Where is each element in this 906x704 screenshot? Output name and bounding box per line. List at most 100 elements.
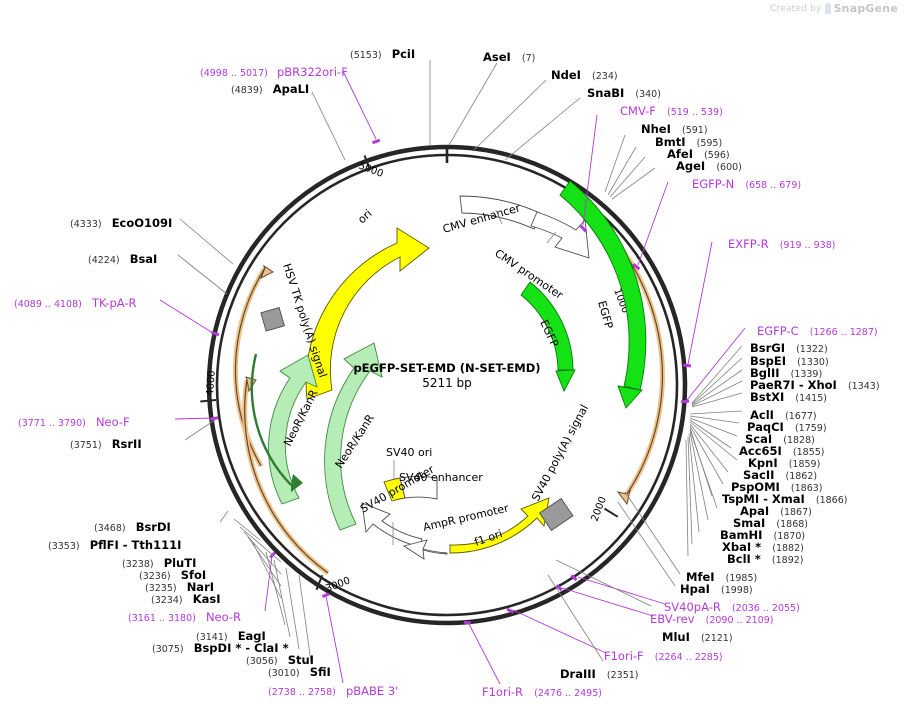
label-name: EXFP-R [728, 237, 769, 251]
feature-neor-cds-arc [250, 353, 303, 492]
label-pos: (4839) [231, 85, 263, 96]
label-name: AgeI [676, 159, 706, 173]
label-ecoo109i[interactable]: (4333) EcoO109I [70, 212, 172, 231]
label-pos: (519 .. 539) [667, 107, 723, 118]
tick-2000: 2000 [590, 495, 619, 523]
feature-egfp-outer[interactable]: EGFP [559, 180, 647, 409]
label-pos: (1862) [785, 471, 818, 482]
label-name: BstXI [750, 390, 785, 404]
label-tspmi-xmai[interactable]: TspMI - XmaI (1866) [722, 488, 847, 507]
label-name: F1ori-R [482, 685, 524, 699]
label-name: NdeI [551, 68, 581, 82]
label-pspomi[interactable]: PspOMI (1863) [731, 476, 823, 495]
label-name: MluI [662, 630, 690, 644]
label-bspei[interactable]: BspEI (1330) [750, 350, 829, 369]
label-sv40pa-r[interactable]: SV40pA-R (2036 .. 2055) [664, 596, 800, 615]
label-pluti[interactable]: (3238) PluTI [122, 552, 196, 571]
label-name: BsrDI [135, 520, 171, 534]
label-snabi[interactable]: SnaBI (340) [587, 82, 661, 101]
watermark-prefix: Created by [770, 3, 822, 14]
label-nari[interactable]: (3235) NarI [145, 576, 214, 595]
label-paer7i-xhoi[interactable]: PaeR7I - XhoI (1343) [750, 374, 880, 393]
label-pbr322ori-f[interactable]: (4998 .. 5017) pBR322ori-F [200, 61, 348, 80]
label-apai[interactable]: ApaI (1867) [740, 500, 812, 519]
label-name: Neo-R [205, 610, 242, 624]
label-paqci[interactable]: PaqCI (1759) [747, 416, 827, 435]
label-pbabe3[interactable]: (2738 .. 2758) pBABE 3' [268, 680, 398, 699]
label-pcii[interactable]: (5153) PciI [350, 43, 415, 62]
leaders-left [159, 218, 234, 441]
label-egfp-c[interactable]: EGFP-C (1266 .. 1287) [757, 320, 878, 339]
label-pos: (596) [704, 150, 730, 161]
label-exfp-r[interactable]: EXFP-R (919 .. 938) [728, 233, 835, 252]
feature-sv40-promoter[interactable]: SV40 promoter [358, 463, 437, 548]
label-xbai[interactable]: XbaI * (1882) [722, 536, 804, 555]
label-asei[interactable]: AseI (7) [483, 46, 535, 65]
label-pos: (3468) [94, 523, 126, 534]
label-sfoi[interactable]: (3236) SfoI [139, 564, 206, 583]
label-name: PciI [391, 47, 416, 61]
label-rsrii[interactable]: (3751) RsrII [70, 433, 142, 452]
label-ebv-rev[interactable]: EBV-rev (2090 .. 2109) [650, 608, 773, 627]
label-nhei[interactable]: NheI (591) [641, 118, 708, 137]
label-neo-r[interactable]: (3161 .. 3180) Neo-R [128, 606, 241, 625]
tick-label-4000: 4000 [205, 370, 218, 396]
label-acc65i[interactable]: Acc65I (1855) [739, 440, 825, 459]
label-bstxi[interactable]: BstXI (1415) [750, 386, 827, 405]
label-bglii[interactable]: BglII (1339) [750, 362, 822, 381]
label-smai[interactable]: SmaI (1868) [733, 512, 808, 531]
label-cmv-f[interactable]: CMV-F (519 .. 539) [620, 100, 723, 119]
label-afei[interactable]: AfeI (596) [667, 143, 730, 162]
leaders-top [429, 60, 669, 266]
label-bamhi[interactable]: BamHI (1870) [720, 524, 805, 543]
label-name: ApaI [740, 504, 770, 518]
label-name: EBV-rev [650, 612, 695, 626]
label-neo-f[interactable]: (3771 .. 3790) Neo-F [18, 411, 130, 430]
label-sfii[interactable]: (3010) SfiI [268, 661, 331, 680]
label-kpni[interactable]: KpnI (1859) [748, 452, 820, 471]
tick-4000: 4000 [200, 370, 218, 403]
label-mlui[interactable]: MluI (2121) [662, 626, 733, 645]
label-eagi[interactable]: (3141) EagI [196, 625, 266, 644]
label-bsrdi[interactable]: (3468) BsrDI [94, 516, 171, 535]
feature-sv40-ori[interactable]: SV40 ori [383, 446, 432, 502]
label-scai[interactable]: ScaI (1828) [745, 428, 815, 447]
label-name: BspDI * - ClaI * [193, 641, 289, 655]
label-sacii[interactable]: SacII (1862) [743, 464, 817, 483]
label-acli[interactable]: AclI (1677) [750, 404, 817, 423]
label-draiii[interactable]: DraIII (2351) [560, 663, 639, 682]
label-f1ori-r[interactable]: F1ori-R (2476 .. 2495) [482, 681, 602, 700]
label-bspdi-clai[interactable]: (3075) BspDI * - ClaI * [152, 637, 289, 656]
label-bsrgi[interactable]: BsrGI (1322) [750, 337, 828, 356]
label-kasi[interactable]: (3234) KasI [151, 588, 220, 607]
label-mfei[interactable]: MfeI (1985) [686, 566, 757, 585]
feature-label-ori: ori [355, 207, 374, 226]
label-pos: (4224) [88, 255, 120, 266]
label-pos: (600) [716, 162, 742, 173]
label-pos: (1870) [773, 531, 806, 542]
label-pos: (1985) [725, 573, 758, 584]
label-name: SV40pA-R [664, 600, 721, 614]
label-pos: (1892) [771, 555, 804, 566]
label-pos: (3236) [139, 571, 171, 582]
label-tk-pa-r[interactable]: (4089 .. 4108) TK-pA-R [14, 292, 137, 311]
label-bmti[interactable]: BmtI (595) [655, 131, 722, 150]
label-stui[interactable]: (3056) StuI [246, 649, 314, 668]
label-f1ori-f[interactable]: F1ori-F (2264 .. 2285) [604, 645, 723, 664]
label-name: ScaI [745, 432, 773, 446]
label-egfp-n[interactable]: EGFP-N (658 .. 679) [692, 173, 801, 192]
feature-cmv-promoter[interactable]: CMV promoter [492, 211, 590, 302]
label-name: XbaI * [722, 540, 762, 554]
label-bsai[interactable]: (4224) BsaI [88, 248, 157, 267]
feature-ori[interactable]: ori [305, 207, 430, 400]
snapgene-watermark: Created by SnapGene [770, 2, 898, 15]
label-bcli[interactable]: BclI * (1892) [727, 548, 804, 567]
feature-sv40-enhancer[interactable]: SV40 enhancer [399, 471, 483, 500]
label-apali[interactable]: (4839) ApaLI [231, 78, 309, 97]
label-ndei[interactable]: NdeI (234) [551, 64, 618, 83]
label-pflfi-tth111i[interactable]: (3353) PflFI - Tth111I [48, 534, 181, 553]
label-agei[interactable]: AgeI (600) [676, 155, 742, 174]
label-hpai[interactable]: HpaI (1998) [680, 578, 753, 597]
feature-cmv-enhancer[interactable]: CMV enhancer [441, 195, 541, 236]
